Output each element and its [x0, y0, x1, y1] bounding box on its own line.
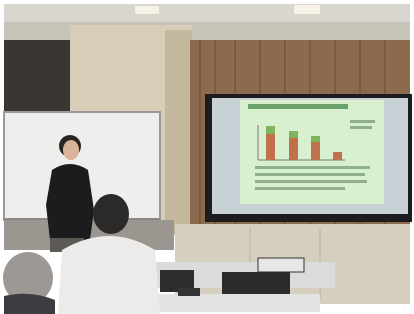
slide-bar [289, 131, 298, 138]
slide-text-line [350, 120, 375, 123]
slide-bar [266, 134, 275, 160]
slide-bar [289, 138, 298, 160]
attendee-head [93, 194, 129, 234]
presenter-face [63, 140, 79, 160]
slide-text-line [255, 166, 370, 169]
ceiling-beam [4, 22, 410, 40]
slide-text-line [255, 180, 367, 183]
ceiling-light [294, 5, 320, 14]
phone [178, 288, 200, 296]
slide-bar [266, 126, 275, 134]
presenter-body [46, 164, 94, 240]
photo [0, 0, 414, 314]
ceiling-light [135, 6, 159, 14]
slide-text-line [255, 187, 345, 190]
pillar-side [165, 30, 192, 235]
slide-bar [333, 152, 342, 160]
front-table [140, 294, 320, 312]
slide-heading [248, 104, 348, 109]
slide-text-line [350, 126, 372, 129]
slide-bar [311, 136, 320, 142]
slide-bar [311, 142, 320, 160]
page [0, 0, 414, 314]
attendee-shirt [58, 236, 160, 314]
projector [258, 258, 304, 272]
slide-text-line [255, 173, 365, 176]
